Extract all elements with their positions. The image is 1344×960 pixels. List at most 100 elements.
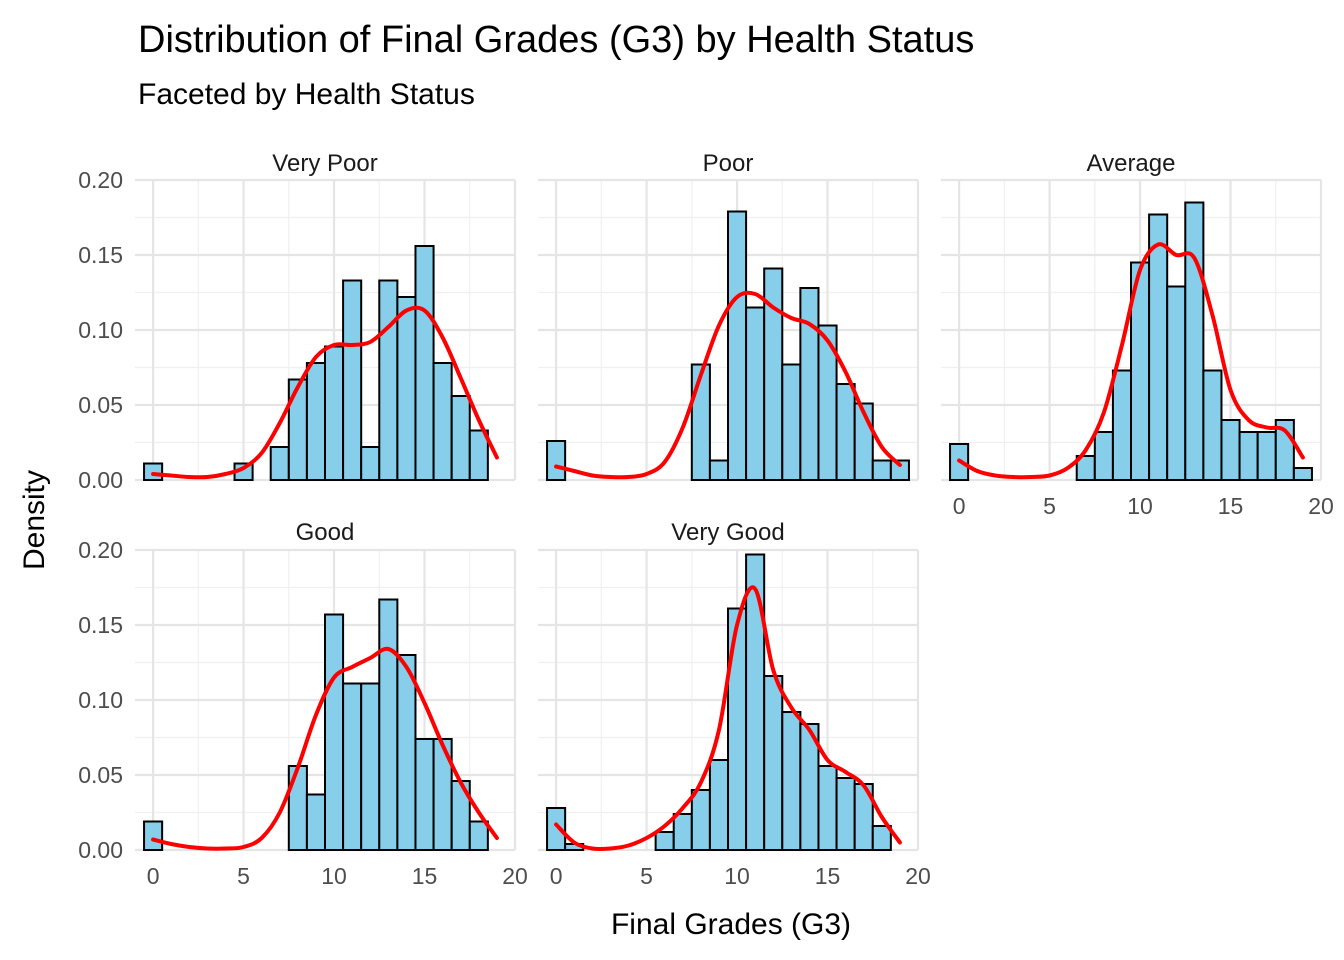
histogram-bar — [305, 362, 326, 481]
chart-title: Distribution of Final Grades (G3) by Hea… — [138, 19, 974, 61]
histogram-bar — [781, 363, 802, 481]
histogram-bar — [1111, 369, 1133, 481]
density-curve-very-good — [554, 585, 902, 852]
histogram-bar — [143, 820, 164, 851]
histogram-bar — [727, 607, 748, 851]
histogram-bar — [727, 210, 748, 481]
y-tick-label: 0.20 — [78, 537, 123, 563]
x-tick-label: 15 — [1218, 493, 1244, 519]
chart-subtitle: Faceted by Health Status — [138, 78, 475, 111]
histogram-bar — [396, 654, 417, 851]
histogram-bar — [287, 765, 308, 851]
histogram-bar — [1148, 213, 1169, 481]
facet-panel-very-good: Very Good 0 5 10 15 20 — [538, 519, 931, 889]
histogram-bar — [745, 306, 766, 481]
histogram-bar — [654, 831, 675, 851]
facet-label-very-poor: Very Poor — [272, 150, 377, 177]
x-tick-label: 0 — [550, 863, 563, 889]
histogram-bar — [871, 459, 892, 481]
histogram-bar — [269, 446, 290, 481]
x-axis-title: Final Grades (G3) — [611, 908, 851, 941]
histogram-bar — [889, 459, 910, 481]
y-tick-label: 0.15 — [78, 612, 123, 638]
histogram-bar — [1220, 419, 1241, 481]
histogram-bar — [396, 296, 417, 481]
histogram-bar — [835, 777, 856, 851]
histogram-bar — [414, 738, 435, 851]
histogram-bar — [690, 363, 711, 481]
histogram-bar — [1166, 285, 1187, 481]
facet-label-good: Good — [296, 519, 355, 546]
facet-panel-average: Average 0 5 10 15 20 — [941, 150, 1334, 519]
density-curve-good — [151, 646, 499, 851]
facet-label-average: Average — [1087, 150, 1176, 177]
x-tick-label: 5 — [640, 863, 653, 889]
x-tick-label: 0 — [953, 493, 966, 519]
histogram-bar — [799, 287, 820, 481]
histogram-bar — [1238, 431, 1259, 481]
histogram-bar — [546, 807, 567, 851]
histogram-bar — [468, 429, 489, 481]
histogram-bar — [305, 793, 326, 851]
y-tick-label: 0.10 — [78, 317, 123, 343]
facet-label-very-good: Very Good — [671, 519, 784, 546]
histogram-bar — [414, 245, 435, 481]
density-curve-very-poor — [151, 305, 499, 480]
histogram-bar — [360, 446, 381, 481]
x-tick-label: 10 — [321, 863, 347, 889]
histogram-bar — [378, 279, 399, 481]
histogram-bar — [672, 813, 693, 851]
y-tick-label: 0.00 — [78, 467, 123, 493]
y-tick-label: 0.20 — [78, 167, 123, 193]
y-tick-label: 0.15 — [78, 242, 123, 268]
histogram-bar — [745, 553, 766, 851]
histogram-bar — [324, 345, 345, 481]
y-axis-title: Density — [18, 470, 51, 570]
x-tick-label: 20 — [905, 863, 931, 889]
histogram-bar — [690, 789, 711, 851]
histogram-bar — [1093, 431, 1114, 481]
histogram-bar — [143, 462, 164, 481]
density-curve-average — [957, 242, 1305, 480]
histogram-bar — [817, 765, 838, 851]
x-tick-label: 15 — [815, 863, 841, 889]
histogram-bar — [360, 682, 381, 851]
histogram-bar — [450, 395, 471, 481]
x-tick-label: 20 — [1308, 493, 1334, 519]
facet-panels: Very Poor 0.00 0.05 0.10 0.15 0.20 Poor Average… — [78, 150, 1334, 889]
histogram-bar — [432, 362, 453, 481]
facet-panel-poor: Poor — [538, 150, 920, 482]
y-tick-label: 0.00 — [78, 837, 123, 863]
histogram-bar — [378, 598, 399, 851]
x-tick-label: 5 — [237, 863, 250, 889]
facet-panel-good: Good 0.00 0.05 0.10 0.15 0.20 0 5 10 15 20 — [78, 519, 528, 889]
x-tick-label: 5 — [1043, 493, 1056, 519]
y-tick-label: 0.10 — [78, 687, 123, 713]
facet-label-poor: Poor — [703, 150, 754, 177]
histogram-bar — [781, 711, 802, 851]
histogram-bar — [708, 759, 730, 851]
histogram-bar — [835, 383, 856, 481]
histogram-bar — [342, 279, 363, 481]
x-tick-label: 0 — [147, 863, 160, 889]
y-tick-label: 0.05 — [78, 392, 123, 418]
histogram-bar — [1202, 369, 1223, 481]
facet-panel-very-poor: Very Poor 0.00 0.05 0.10 0.15 0.20 — [78, 150, 517, 493]
histogram-bar — [871, 825, 892, 851]
x-tick-label: 20 — [502, 863, 528, 889]
histogram-bar — [1292, 467, 1313, 481]
x-tick-label: 15 — [412, 863, 438, 889]
x-tick-label: 10 — [1127, 493, 1153, 519]
histogram-bar — [1256, 431, 1277, 481]
density-curve-poor — [554, 290, 902, 480]
histogram-bar — [763, 675, 784, 851]
histogram-bar — [468, 820, 489, 851]
histogram-bar — [287, 378, 308, 481]
x-tick-label: 10 — [724, 863, 750, 889]
histogram-bar — [708, 459, 730, 481]
histogram-bar — [1184, 201, 1205, 481]
histogram-bar — [546, 440, 567, 481]
y-tick-label: 0.05 — [78, 762, 123, 788]
histogram-bar — [342, 682, 363, 851]
